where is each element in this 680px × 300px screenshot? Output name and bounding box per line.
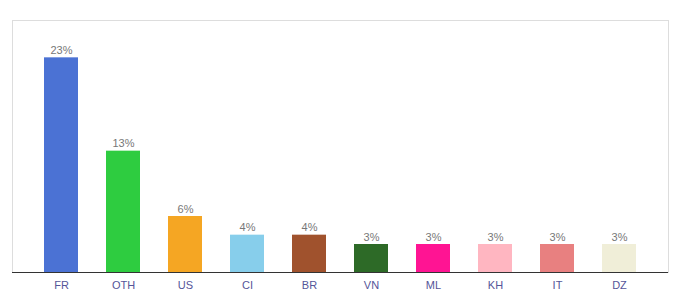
svg-text:ML: ML [426,279,441,291]
svg-text:23%: 23% [50,44,72,56]
svg-text:VN: VN [364,279,379,291]
svg-text:DZ: DZ [612,279,627,291]
svg-text:CI: CI [242,279,253,291]
svg-text:BR: BR [302,279,317,291]
svg-text:IT: IT [553,279,563,291]
svg-text:3%: 3% [364,231,380,243]
svg-text:4%: 4% [302,221,318,233]
svg-text:3%: 3% [426,231,442,243]
svg-text:3%: 3% [550,231,566,243]
svg-text:FR: FR [54,279,69,291]
svg-text:KH: KH [488,279,503,291]
svg-text:4%: 4% [240,221,256,233]
svg-text:3%: 3% [612,231,628,243]
svg-text:US: US [178,279,193,291]
svg-text:6%: 6% [178,203,194,215]
svg-text:13%: 13% [112,137,134,149]
svg-text:OTH: OTH [112,279,135,291]
svg-text:3%: 3% [488,231,504,243]
